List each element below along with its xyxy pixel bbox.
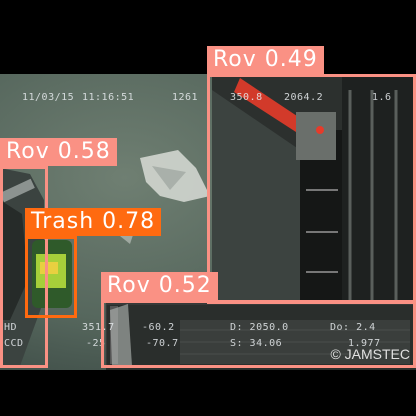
detection-label-rov-bottom: Rov 0.52 (101, 272, 218, 300)
corner-value-readout: 1.6 (372, 92, 392, 103)
detection-label-rov-top-right: Rov 0.49 (207, 46, 324, 74)
yaw-readout: -70.7 (146, 338, 179, 349)
c-readout: 1.977 (348, 338, 381, 349)
detection-label-rov-left: Rov 0.58 (0, 138, 117, 166)
depth-d-readout: D: 2050.0 (230, 322, 289, 333)
detection-box-rov-top-right (207, 74, 416, 304)
date-readout: 11/03/15 (22, 92, 75, 103)
detection-box-rov-left (0, 166, 48, 368)
detection-box-rov-bottom (101, 300, 416, 368)
salinity-readout: S: 34.06 (230, 338, 283, 349)
do-readout: Do: 2.4 (330, 322, 376, 333)
roll-readout: -25 (86, 338, 106, 349)
depth-left-readout: 350.8 (230, 92, 263, 103)
pitch-readout: -60.2 (142, 322, 175, 333)
ccd-label: CCD (4, 338, 24, 349)
detection-label-trash: Trash 0.78 (25, 208, 162, 236)
frame-readout: 1261 (172, 92, 199, 103)
detection-box-trash (25, 236, 77, 318)
heading-readout: 351.7 (82, 322, 115, 333)
jamstec-credit: © JAMSTEC (330, 346, 410, 362)
hd-label: HD (4, 322, 18, 333)
depth-right-readout: 2064.2 (284, 92, 324, 103)
time-readout: 11:16:51 (82, 92, 135, 103)
